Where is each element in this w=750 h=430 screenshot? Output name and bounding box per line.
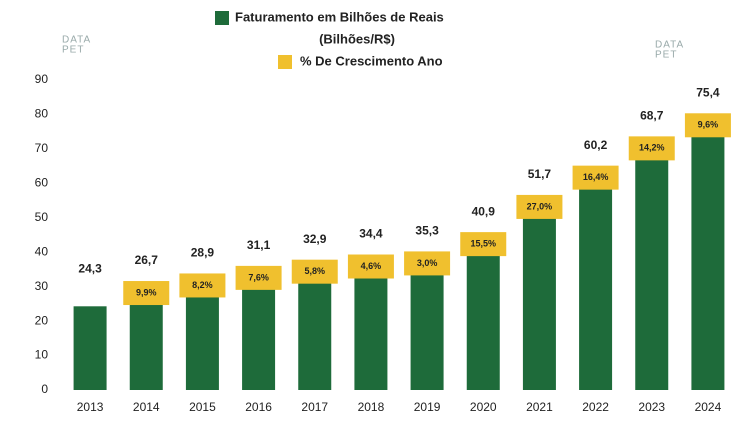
value-label: 31,1 — [247, 238, 271, 252]
x-tick-label: 2017 — [301, 400, 328, 414]
x-tick-label: 2016 — [245, 400, 272, 414]
bar — [185, 290, 219, 390]
chart-subtitle: (Bilhões/R$) — [319, 31, 395, 46]
y-tick-label: 20 — [35, 313, 49, 327]
y-tick-label: 80 — [35, 107, 49, 121]
logo: DATA — [655, 40, 684, 51]
x-tick-label: 2024 — [695, 400, 722, 414]
growth-box — [572, 165, 619, 190]
growth-label: 7,6% — [248, 272, 269, 282]
legend-label: Faturamento em Bilhões de Reais — [235, 9, 444, 24]
x-tick-label: 2014 — [133, 400, 160, 414]
growth-box — [235, 265, 282, 290]
bar — [410, 268, 444, 390]
growth-label: 15,5% — [470, 238, 496, 248]
bar — [298, 276, 332, 390]
bar — [73, 306, 107, 390]
bar — [579, 182, 613, 390]
legend-swatch — [278, 55, 292, 69]
value-label: 40,9 — [472, 204, 496, 218]
bar — [635, 153, 669, 390]
value-label: 60,2 — [584, 138, 608, 152]
value-label: 34,4 — [359, 227, 383, 241]
growth-box — [684, 113, 731, 138]
growth-box — [179, 273, 226, 298]
bar — [354, 271, 388, 390]
growth-box — [404, 251, 451, 276]
value-label: 28,9 — [191, 246, 215, 260]
legend-label: % De Crescimento Ano — [300, 53, 443, 68]
growth-box — [347, 254, 394, 279]
x-tick-label: 2018 — [358, 400, 385, 414]
growth-box — [516, 194, 563, 219]
y-tick-label: 90 — [35, 72, 49, 86]
growth-label: 16,4% — [583, 172, 609, 182]
growth-box — [123, 281, 170, 306]
logo: PET — [62, 45, 84, 56]
growth-box — [460, 232, 507, 257]
x-tick-label: 2022 — [582, 400, 609, 414]
x-tick-label: 2013 — [77, 400, 104, 414]
x-tick-label: 2020 — [470, 400, 497, 414]
value-label: 35,3 — [415, 224, 439, 238]
logo: PET — [655, 50, 677, 61]
bar — [522, 211, 556, 390]
growth-label: 27,0% — [527, 201, 553, 211]
x-tick-label: 2023 — [638, 400, 665, 414]
y-tick-label: 40 — [35, 244, 49, 258]
logo: DATA — [62, 35, 91, 46]
growth-label: 8,2% — [192, 280, 213, 290]
growth-label: 4,6% — [361, 261, 382, 271]
y-tick-label: 30 — [35, 279, 49, 293]
value-label: 32,9 — [303, 232, 327, 246]
growth-box — [291, 259, 338, 284]
y-tick-label: 50 — [35, 210, 49, 224]
y-tick-label: 70 — [35, 141, 49, 155]
value-label: 26,7 — [135, 253, 159, 267]
bar — [466, 249, 500, 390]
x-tick-label: 2019 — [414, 400, 441, 414]
y-tick-label: 0 — [41, 382, 48, 396]
value-label: 51,7 — [528, 167, 552, 181]
x-tick-label: 2015 — [189, 400, 216, 414]
y-tick-label: 60 — [35, 176, 49, 190]
bar — [129, 298, 163, 390]
x-tick-label: 2021 — [526, 400, 553, 414]
growth-label: 9,6% — [698, 120, 719, 130]
bar — [691, 130, 725, 391]
value-label: 68,7 — [640, 109, 664, 123]
growth-label: 5,8% — [304, 266, 325, 276]
legend-swatch — [215, 11, 229, 25]
growth-label: 14,2% — [639, 143, 665, 153]
growth-label: 3,0% — [417, 258, 438, 268]
value-label: 75,4 — [696, 85, 720, 99]
y-tick-label: 10 — [35, 348, 49, 362]
growth-label: 9,9% — [136, 287, 157, 297]
bar — [242, 282, 276, 390]
value-label: 24,3 — [78, 261, 102, 275]
growth-box — [628, 136, 675, 161]
